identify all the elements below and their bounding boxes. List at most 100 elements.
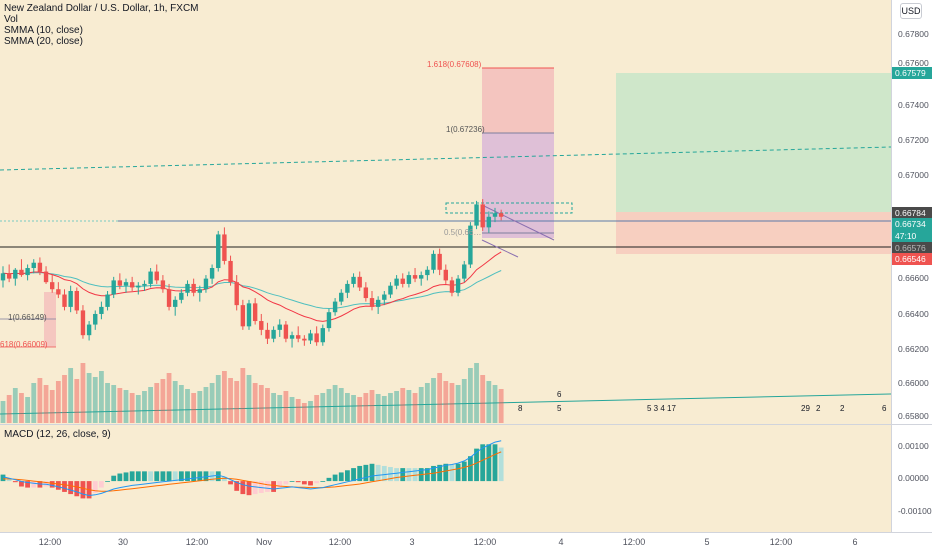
candle-body	[339, 292, 344, 302]
candle-body	[222, 234, 227, 261]
macd-histogram-bar	[406, 468, 412, 482]
volume-bar	[37, 378, 43, 423]
volume-bar	[375, 394, 381, 423]
x-axis-label: Nov	[255, 537, 273, 547]
long-stop-zone[interactable]	[616, 212, 891, 254]
event-flag[interactable]: 2	[840, 404, 845, 413]
macd-histogram-bar	[308, 481, 313, 486]
candle-body	[136, 285, 141, 288]
chart-title: New Zealand Dollar / U.S. Dollar, 1h, FX…	[4, 3, 199, 14]
macd-histogram-bar	[55, 481, 61, 490]
x-axis-label: 12:00	[328, 537, 352, 547]
macd-histogram-bar	[25, 481, 30, 488]
candle-body	[154, 271, 159, 281]
volume-bar	[424, 383, 430, 423]
volume-bar	[43, 385, 49, 423]
candle-body	[209, 268, 215, 279]
support-price-label: 0.66576	[892, 242, 932, 254]
y-axis-label: 0.65800	[898, 411, 929, 421]
event-flag[interactable]: 5 3 4 17	[647, 404, 676, 413]
event-flag[interactable]: 5	[557, 404, 562, 413]
macd-histogram-bar	[381, 465, 387, 482]
macd-legend[interactable]: MACD (12, 26, close, 9)	[4, 429, 111, 440]
candle-body	[62, 294, 67, 307]
candle-body	[93, 313, 98, 325]
volume-bar	[388, 393, 393, 423]
indicator-vol[interactable]: Vol	[4, 14, 18, 25]
candle-body	[166, 289, 172, 307]
macd-histogram-bar	[166, 471, 172, 482]
volume-trendline[interactable]	[0, 393, 892, 415]
entry-price-label: 0.66784	[892, 207, 932, 219]
candle-body	[25, 268, 30, 276]
candle-body	[271, 329, 276, 339]
event-flag[interactable]: 8	[518, 404, 523, 413]
candle-body	[314, 333, 319, 343]
volume-bar	[468, 368, 473, 423]
event-flag[interactable]: 29	[801, 404, 810, 413]
volume-bar	[252, 383, 258, 423]
target-price-label: 0.67579	[892, 67, 932, 79]
candle-body	[31, 262, 36, 269]
volume-bar	[19, 393, 24, 423]
macd-histogram-bar	[172, 471, 178, 482]
macd-histogram-bar	[486, 444, 492, 482]
volume-bar	[351, 395, 356, 423]
volume-bar	[345, 393, 350, 423]
macd-histogram-bar	[6, 478, 12, 482]
event-flag[interactable]: 6	[882, 404, 887, 413]
volume-bar	[31, 383, 37, 423]
volume-bar	[332, 385, 338, 423]
indicator-smma10[interactable]: SMMA (10, close)	[4, 25, 83, 36]
chart-legend: New Zealand Dollar / U.S. Dollar, 1h, FX…	[4, 3, 199, 47]
volume-bar	[55, 381, 61, 423]
macd-histogram-bar	[228, 481, 233, 485]
candle-body	[56, 289, 61, 295]
dashed-trendline[interactable]	[0, 146, 892, 171]
volume-bar	[49, 390, 55, 423]
x-axis-label: 12:00	[38, 537, 62, 547]
candle-body	[6, 273, 12, 279]
macd-histogram-bar	[480, 444, 486, 482]
macd-histogram-bar	[197, 471, 203, 482]
event-flag[interactable]: 2	[816, 404, 821, 413]
volume-bar	[498, 389, 504, 423]
event-flag[interactable]: 6	[557, 390, 562, 399]
candle-body	[406, 275, 412, 284]
currency-button[interactable]: USD	[900, 3, 922, 19]
macd-histogram-bar	[92, 481, 98, 494]
macd-histogram-bar	[117, 473, 123, 482]
volume-bar	[105, 383, 110, 423]
candle-body	[228, 260, 233, 283]
volume-bar	[215, 375, 221, 423]
candle-body	[13, 269, 18, 279]
volume-bar	[209, 383, 215, 423]
macd-histogram-bar	[111, 475, 117, 482]
macd-histogram-bar	[234, 481, 240, 491]
candle-body	[462, 264, 467, 279]
y-axis-label: 0.67400	[898, 100, 929, 110]
volume-bar	[406, 390, 412, 423]
candle-body	[216, 234, 221, 269]
candle-body	[449, 280, 455, 293]
macd-histogram-bar	[332, 474, 338, 482]
y-axis-label: 0.66600	[898, 273, 929, 283]
long-target-zone[interactable]	[616, 73, 891, 212]
candle-body	[240, 305, 246, 327]
x-axis-label: 30	[117, 537, 129, 547]
macd-histogram-bar	[258, 481, 264, 494]
macd-histogram-bar	[19, 481, 24, 487]
volume-bar	[117, 388, 123, 423]
x-axis-label: 12:00	[473, 537, 497, 547]
indicator-smma20[interactable]: SMMA (20, close)	[4, 36, 83, 47]
macd-histogram-bar	[68, 481, 74, 495]
volume-bar	[326, 389, 332, 423]
candle-body	[234, 282, 239, 306]
volume-bar	[160, 379, 166, 423]
x-axis-label: 6	[852, 537, 858, 547]
volume-bar	[129, 393, 135, 423]
consolidation-box[interactable]	[445, 202, 573, 214]
y-axis-label: 0.67600	[898, 58, 929, 68]
candle-body	[480, 204, 485, 228]
